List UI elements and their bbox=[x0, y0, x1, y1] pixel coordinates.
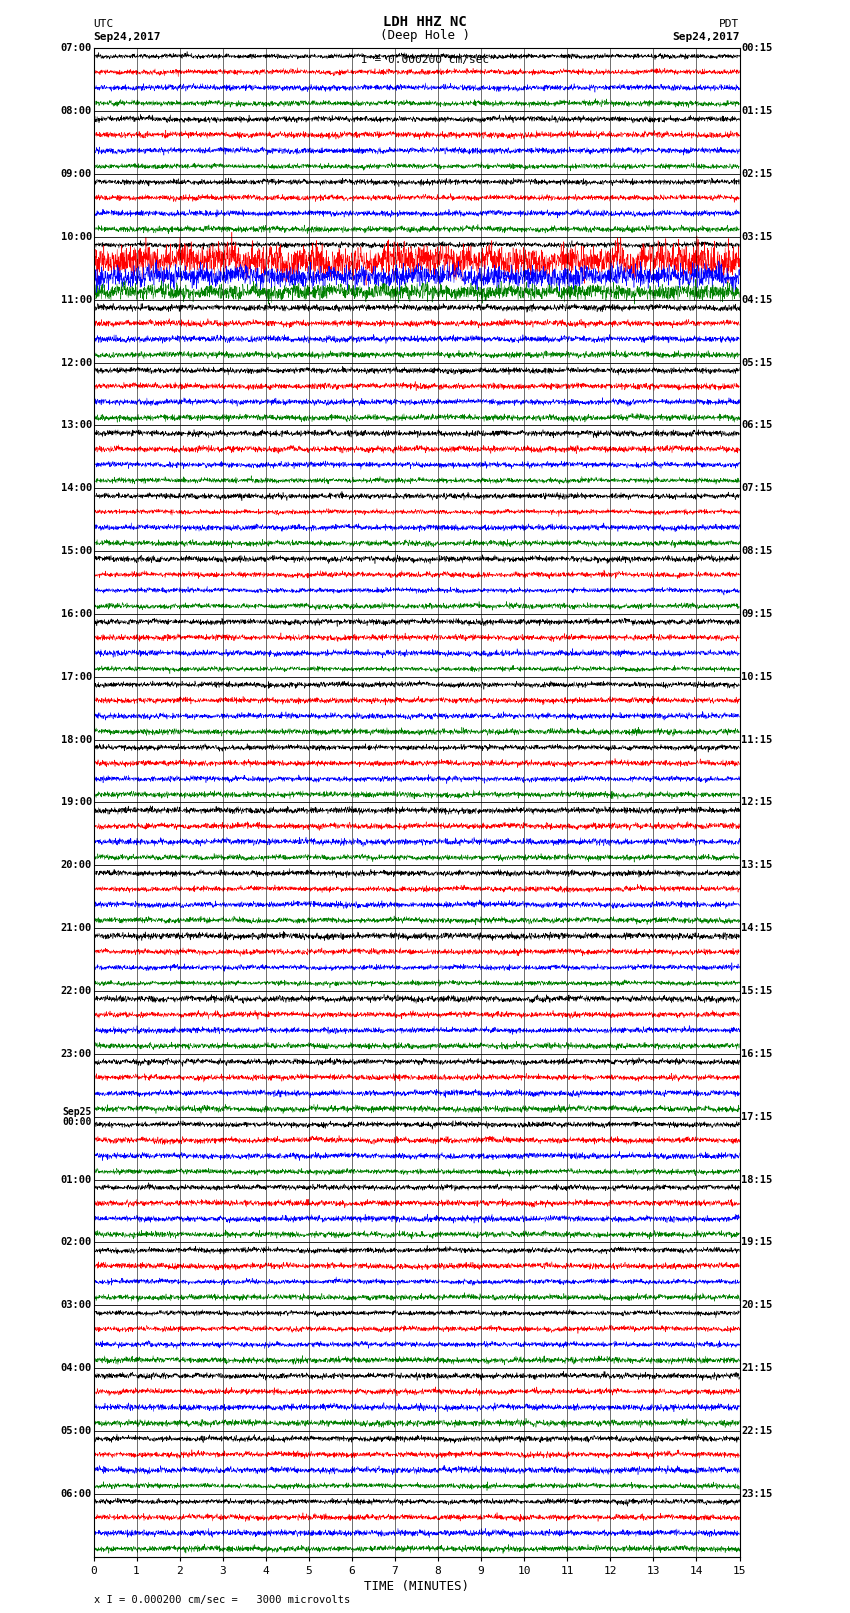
Text: 12:15: 12:15 bbox=[741, 797, 773, 808]
Text: 17:15: 17:15 bbox=[741, 1111, 773, 1121]
X-axis label: TIME (MINUTES): TIME (MINUTES) bbox=[364, 1579, 469, 1592]
Text: 23:00: 23:00 bbox=[60, 1048, 92, 1058]
Text: 05:00: 05:00 bbox=[60, 1426, 92, 1436]
Text: 00:00: 00:00 bbox=[62, 1116, 92, 1126]
Text: 08:15: 08:15 bbox=[741, 547, 773, 556]
Text: 06:00: 06:00 bbox=[60, 1489, 92, 1498]
Text: 10:00: 10:00 bbox=[60, 232, 92, 242]
Text: 04:00: 04:00 bbox=[60, 1363, 92, 1373]
Text: 13:00: 13:00 bbox=[60, 421, 92, 431]
Text: 18:00: 18:00 bbox=[60, 734, 92, 745]
Text: 00:15: 00:15 bbox=[741, 44, 773, 53]
Text: (Deep Hole ): (Deep Hole ) bbox=[380, 29, 470, 42]
Text: 08:00: 08:00 bbox=[60, 106, 92, 116]
Text: 01:15: 01:15 bbox=[741, 106, 773, 116]
Text: PDT: PDT bbox=[719, 19, 740, 29]
Text: 14:15: 14:15 bbox=[741, 923, 773, 934]
Text: UTC: UTC bbox=[94, 19, 114, 29]
Text: 11:00: 11:00 bbox=[60, 295, 92, 305]
Text: 06:15: 06:15 bbox=[741, 421, 773, 431]
Text: 18:15: 18:15 bbox=[741, 1174, 773, 1184]
Text: Sep24,2017: Sep24,2017 bbox=[672, 32, 740, 42]
Text: I = 0.000200 cm/sec: I = 0.000200 cm/sec bbox=[361, 55, 489, 65]
Text: 04:15: 04:15 bbox=[741, 295, 773, 305]
Text: 19:00: 19:00 bbox=[60, 797, 92, 808]
Text: 07:00: 07:00 bbox=[60, 44, 92, 53]
Text: 20:00: 20:00 bbox=[60, 860, 92, 871]
Text: 20:15: 20:15 bbox=[741, 1300, 773, 1310]
Text: 17:00: 17:00 bbox=[60, 671, 92, 682]
Text: 03:15: 03:15 bbox=[741, 232, 773, 242]
Text: 10:15: 10:15 bbox=[741, 671, 773, 682]
Text: 05:15: 05:15 bbox=[741, 358, 773, 368]
Text: x I = 0.000200 cm/sec =   3000 microvolts: x I = 0.000200 cm/sec = 3000 microvolts bbox=[94, 1595, 349, 1605]
Text: 21:15: 21:15 bbox=[741, 1363, 773, 1373]
Text: 12:00: 12:00 bbox=[60, 358, 92, 368]
Text: 15:15: 15:15 bbox=[741, 986, 773, 995]
Text: 13:15: 13:15 bbox=[741, 860, 773, 871]
Text: Sep24,2017: Sep24,2017 bbox=[94, 32, 161, 42]
Text: 22:15: 22:15 bbox=[741, 1426, 773, 1436]
Text: 14:00: 14:00 bbox=[60, 484, 92, 494]
Text: 02:00: 02:00 bbox=[60, 1237, 92, 1247]
Text: LDH HHZ NC: LDH HHZ NC bbox=[383, 15, 467, 29]
Text: 07:15: 07:15 bbox=[741, 484, 773, 494]
Text: 03:00: 03:00 bbox=[60, 1300, 92, 1310]
Text: 16:15: 16:15 bbox=[741, 1048, 773, 1058]
Text: 21:00: 21:00 bbox=[60, 923, 92, 934]
Text: 09:15: 09:15 bbox=[741, 610, 773, 619]
Text: 09:00: 09:00 bbox=[60, 169, 92, 179]
Text: 02:15: 02:15 bbox=[741, 169, 773, 179]
Text: 22:00: 22:00 bbox=[60, 986, 92, 995]
Text: 16:00: 16:00 bbox=[60, 610, 92, 619]
Text: 19:15: 19:15 bbox=[741, 1237, 773, 1247]
Text: 15:00: 15:00 bbox=[60, 547, 92, 556]
Text: 23:15: 23:15 bbox=[741, 1489, 773, 1498]
Text: Sep25: Sep25 bbox=[62, 1107, 92, 1116]
Text: 01:00: 01:00 bbox=[60, 1174, 92, 1184]
Text: 11:15: 11:15 bbox=[741, 734, 773, 745]
